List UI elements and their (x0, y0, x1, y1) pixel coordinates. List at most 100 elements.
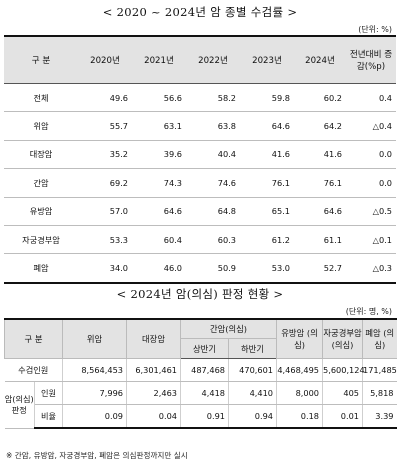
cell: 61.1 (294, 225, 346, 255)
cell: 61.2 (240, 225, 294, 255)
table1-title: < 2020 ~ 2024년 암 종별 수검률 > (102, 5, 298, 19)
header-2020: 2020년 (78, 35, 132, 84)
cell: 64.8 (186, 197, 240, 226)
header-breast: 유방암 (의심) (276, 318, 324, 359)
row-label: 인원 (34, 381, 63, 405)
cell: 65.1 (240, 197, 294, 226)
row-label: 자궁경부암 (4, 225, 78, 255)
row-label: 수검인원 (4, 358, 63, 382)
cell: 3.39 (362, 404, 397, 429)
cell: △0.4 (346, 111, 396, 141)
cell: 49.6 (78, 83, 132, 113)
cell: 171,485 (362, 358, 397, 382)
cell: △0.1 (346, 225, 396, 255)
cell: △0.3 (346, 253, 396, 284)
cell: 0.04 (126, 404, 181, 429)
cell: 50.9 (186, 253, 240, 284)
header-liver: 간암(의심) (179, 318, 278, 339)
cell: 2,463 (126, 381, 181, 405)
cell: 0.91 (180, 404, 229, 429)
cell: 46.0 (132, 253, 186, 284)
cell: 8,564,453 (62, 358, 127, 382)
footnote: ※ 간암, 유방암, 자궁경부암, 폐암은 의심판정까지만 실시 (6, 451, 188, 460)
cell: 4,468,495 (276, 358, 324, 382)
cell: 0.18 (276, 404, 324, 429)
cell: 63.8 (186, 111, 240, 141)
cell: 53.0 (240, 253, 294, 284)
table2-unit: (단위: 명, %) (345, 307, 392, 316)
table1-header-row: 구 분 2020년 2021년 2022년 2023년 2024년 전년대비 증… (4, 35, 396, 84)
header-liver-first-half: 상반기 (180, 338, 229, 359)
cell: 60.2 (294, 83, 346, 113)
cell: 69.2 (78, 168, 132, 198)
header-2021: 2021년 (132, 35, 186, 84)
cell: 470,601 (228, 358, 278, 382)
table-row: 위암 55.7 63.1 63.8 64.6 64.2 △0.4 (4, 111, 396, 141)
cell: 487,468 (180, 358, 229, 382)
cell: 41.6 (240, 140, 294, 170)
row-label: 대장암 (4, 140, 78, 170)
table2-title: < 2024년 암(의심) 판정 현황 > (116, 287, 284, 301)
cell: 53.3 (78, 225, 132, 255)
cell: 57.0 (78, 197, 132, 226)
cell: 35.2 (78, 140, 132, 170)
cell: 52.7 (294, 253, 346, 284)
cell: 74.3 (132, 168, 186, 198)
table-row: 암(의심) 판정 인원 7,996 2,463 4,418 4,410 8,00… (4, 381, 397, 429)
cell: 8,000 (276, 381, 324, 405)
row-label: 간암 (4, 168, 78, 198)
table1-unit: (단위: %) (358, 25, 392, 34)
cell: 76.1 (240, 168, 294, 198)
cell: 0.4 (346, 83, 396, 113)
cell: 64.6 (240, 111, 294, 141)
cell: 60.4 (132, 225, 186, 255)
cell: 6,301,461 (126, 358, 181, 382)
row-group-label: 암(의심) 판정 (4, 381, 35, 429)
table-row: 비율 0.09 0.04 0.91 0.94 0.18 0.01 3.39 (5, 404, 397, 429)
cell: 7,996 (62, 381, 127, 405)
row-label: 위암 (4, 111, 78, 141)
cell: 55.7 (78, 111, 132, 141)
header-lung: 폐암 (의심) (362, 318, 397, 359)
header-change: 전년대비 증감(%p) (346, 35, 396, 84)
cell: 58.2 (186, 83, 240, 113)
cell: 56.6 (132, 83, 186, 113)
screening-rate-table: 구 분 2020년 2021년 2022년 2023년 2024년 전년대비 증… (4, 35, 396, 284)
header-2024: 2024년 (294, 35, 346, 84)
cell: 0.09 (62, 404, 127, 429)
row-label: 유방암 (4, 197, 78, 226)
cell: 0.0 (346, 168, 396, 198)
cell: 74.6 (186, 168, 240, 198)
header-2022: 2022년 (186, 35, 240, 84)
table-row: 수검인원 8,564,453 6,301,461 487,468 470,601… (4, 358, 397, 382)
cell: 5,818 (362, 381, 397, 405)
table-row: 전체 49.6 56.6 58.2 59.8 60.2 0.4 (4, 83, 396, 113)
cell: 63.1 (132, 111, 186, 141)
cell: 0.0 (346, 140, 396, 170)
header-group: 구 분 (4, 318, 63, 359)
table-row: 자궁경부암 53.3 60.4 60.3 61.2 61.1 △0.1 (4, 225, 396, 255)
table2-header-row-2: 상반기 하반기 (5, 338, 397, 359)
cell: 60.3 (186, 225, 240, 255)
cell: 41.6 (294, 140, 346, 170)
cell: 4,410 (228, 381, 278, 405)
cell: 59.8 (240, 83, 294, 113)
table-row: 유방암 57.0 64.6 64.8 65.1 64.6 △0.5 (4, 197, 396, 226)
header-cervical: 자궁경부암 (의심) (322, 318, 364, 359)
cell: 0.94 (228, 404, 278, 429)
header-category: 구 분 (4, 35, 78, 84)
cell: 40.4 (186, 140, 240, 170)
table2-header-row-1: 구 분 위암 대장암 간암(의심) 유방암 (의심) 자궁경부암 (의심) 폐암… (4, 318, 397, 359)
header-2023: 2023년 (240, 35, 294, 84)
cell: 405 (322, 381, 364, 405)
row-label: 폐암 (4, 253, 78, 284)
cell: △0.5 (346, 197, 396, 226)
cell: 64.2 (294, 111, 346, 141)
cell: 34.0 (78, 253, 132, 284)
cell: 39.6 (132, 140, 186, 170)
table-row: 대장암 35.2 39.6 40.4 41.6 41.6 0.0 (4, 140, 396, 170)
header-stomach: 위암 (62, 318, 127, 359)
header-colorectal: 대장암 (126, 318, 181, 359)
judgment-status-table: 구 분 위암 대장암 간암(의심) 유방암 (의심) 자궁경부암 (의심) 폐암… (4, 318, 397, 429)
header-liver-second-half: 하반기 (227, 338, 277, 359)
